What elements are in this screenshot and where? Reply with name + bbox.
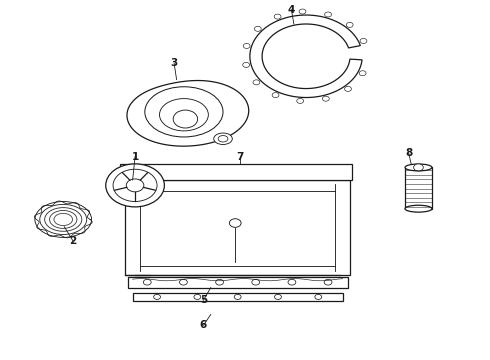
Circle shape	[274, 14, 281, 19]
Circle shape	[272, 93, 279, 98]
Circle shape	[229, 219, 241, 227]
Circle shape	[243, 44, 250, 49]
Circle shape	[360, 39, 367, 44]
Circle shape	[414, 164, 423, 171]
Circle shape	[325, 12, 332, 17]
Text: 8: 8	[405, 148, 412, 158]
Circle shape	[234, 294, 241, 300]
Circle shape	[106, 164, 164, 207]
Circle shape	[243, 62, 249, 67]
Circle shape	[297, 98, 304, 103]
Circle shape	[344, 86, 351, 91]
Text: 2: 2	[70, 236, 76, 246]
Circle shape	[324, 279, 332, 285]
Text: 5: 5	[200, 295, 207, 305]
Circle shape	[322, 96, 329, 101]
Circle shape	[359, 71, 366, 76]
Text: 7: 7	[237, 152, 244, 162]
Circle shape	[315, 294, 322, 300]
Circle shape	[144, 279, 151, 285]
Circle shape	[194, 294, 201, 300]
Polygon shape	[121, 164, 352, 180]
Ellipse shape	[145, 188, 159, 197]
Polygon shape	[133, 293, 343, 301]
Circle shape	[254, 26, 261, 31]
Polygon shape	[127, 81, 249, 146]
Circle shape	[179, 279, 187, 285]
Circle shape	[288, 279, 296, 285]
Polygon shape	[405, 167, 432, 209]
Circle shape	[154, 294, 160, 300]
Circle shape	[252, 279, 260, 285]
Polygon shape	[250, 15, 362, 98]
Text: 6: 6	[200, 320, 207, 330]
Circle shape	[299, 9, 306, 14]
Text: 4: 4	[288, 5, 295, 15]
Text: 3: 3	[171, 58, 178, 68]
Ellipse shape	[405, 205, 432, 212]
Text: 1: 1	[131, 152, 139, 162]
Polygon shape	[125, 180, 350, 275]
Ellipse shape	[159, 99, 208, 131]
Ellipse shape	[405, 164, 432, 171]
Polygon shape	[128, 277, 347, 288]
Circle shape	[173, 110, 197, 128]
Circle shape	[346, 22, 353, 27]
Ellipse shape	[145, 87, 223, 137]
Ellipse shape	[214, 133, 232, 144]
Circle shape	[274, 294, 281, 300]
Circle shape	[253, 80, 260, 85]
Ellipse shape	[218, 135, 228, 142]
Circle shape	[216, 279, 223, 285]
Circle shape	[126, 179, 144, 192]
Circle shape	[113, 169, 157, 202]
